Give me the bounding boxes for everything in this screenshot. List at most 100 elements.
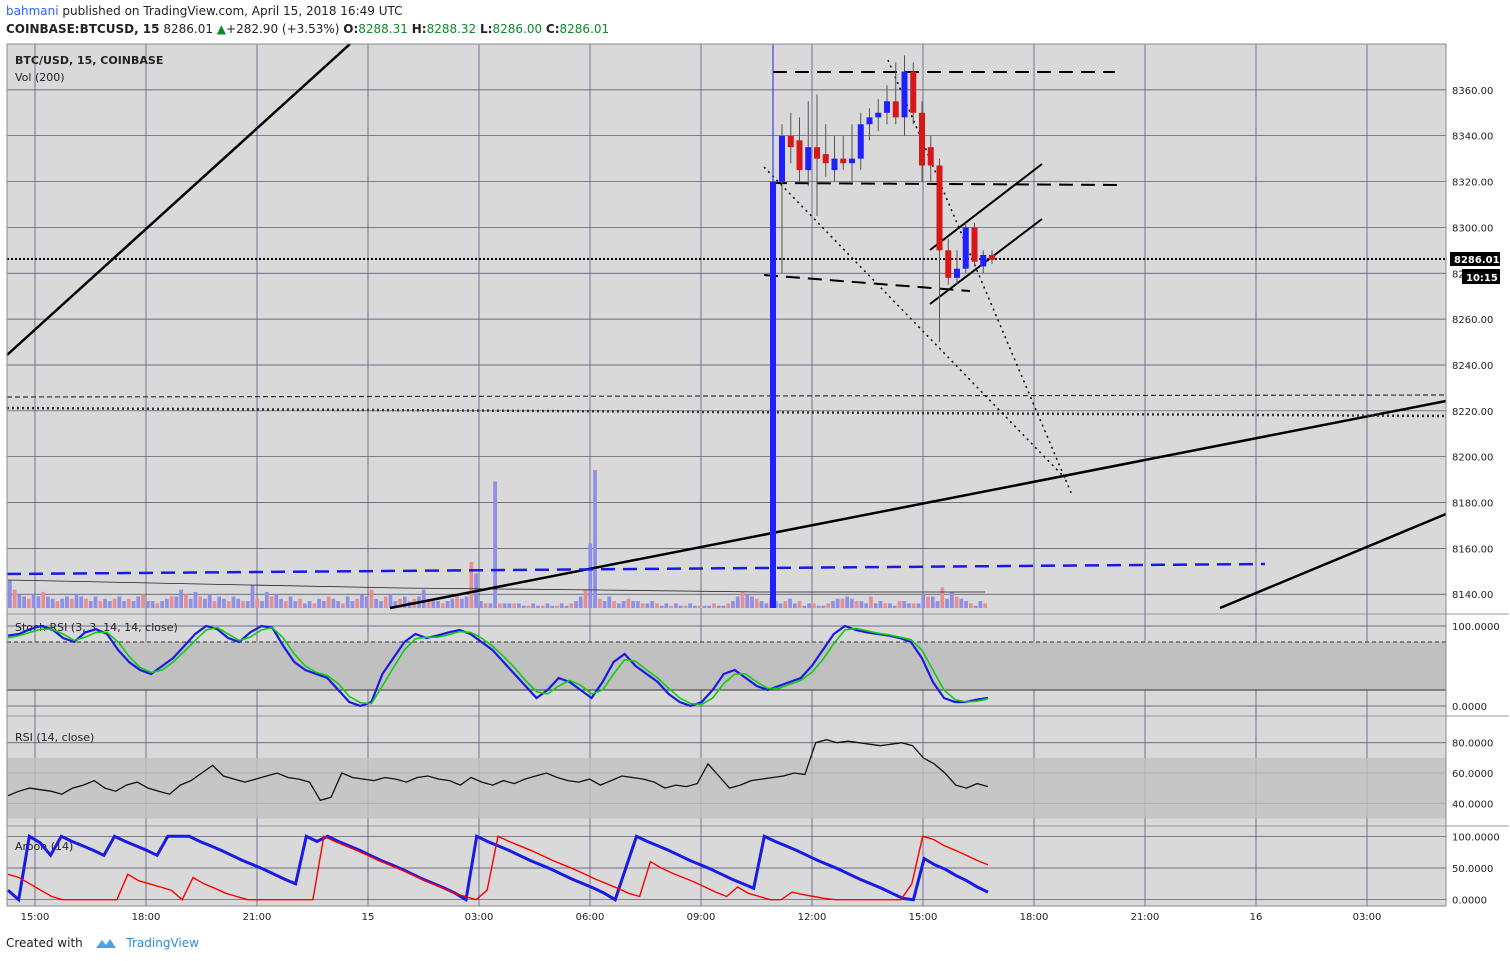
volume-title: Vol (200) <box>15 71 65 84</box>
volume-bar <box>616 603 621 608</box>
x-tick-label: 18:00 <box>1020 912 1049 923</box>
volume-bar <box>8 580 12 608</box>
volume-bar <box>845 596 850 608</box>
volume-bar <box>402 596 407 608</box>
countdown-badge-text: 10:15 <box>1466 273 1498 284</box>
x-tick-label: 03:00 <box>465 912 494 923</box>
volume-bar <box>283 601 288 608</box>
x-tick-label: 09:00 <box>687 912 716 923</box>
volume-bar <box>331 598 336 608</box>
stoch-d-line <box>7 626 989 706</box>
volume-bar <box>968 603 973 608</box>
volume-bar <box>312 603 317 608</box>
volume-bar <box>79 596 84 608</box>
volume-bar <box>797 601 802 608</box>
volume-bar <box>731 601 735 608</box>
price-change: +282.90 (+3.53%) <box>226 22 340 36</box>
volume-bar <box>559 603 564 608</box>
open-label: O: <box>343 22 359 36</box>
volume-bar <box>431 601 436 608</box>
rsi-line <box>7 739 989 802</box>
candle-body <box>927 147 934 166</box>
volume-bar <box>136 596 141 608</box>
tradingview-link[interactable]: TradingView <box>126 936 199 950</box>
candle-body <box>884 101 890 113</box>
volume-bar <box>664 603 669 608</box>
volume-bar <box>626 598 631 608</box>
candle-body <box>945 250 952 278</box>
volume-bar <box>726 603 731 608</box>
volume-bar <box>635 601 640 608</box>
volume-bar <box>93 596 98 608</box>
y-tick-label: 8360.00 <box>1452 86 1493 97</box>
volume-bar <box>141 594 145 608</box>
volume-bar <box>826 603 831 608</box>
volume-bar <box>621 601 626 608</box>
candle-body <box>919 112 925 166</box>
volume-bar <box>236 598 241 608</box>
volume-bar <box>607 596 612 608</box>
volume-bar <box>379 601 383 608</box>
volume-bar <box>131 601 136 608</box>
volume-bar <box>478 601 483 608</box>
volume-bar <box>269 596 274 608</box>
volume-bar <box>835 598 840 608</box>
dotted-wedge-line <box>763 166 1066 479</box>
candle-body <box>875 112 882 118</box>
x-tick-label: 18:00 <box>132 912 161 923</box>
volume-bar <box>46 596 50 608</box>
volume-bar <box>816 605 821 608</box>
volume-bar <box>245 601 250 608</box>
candle-body <box>814 147 820 159</box>
volume-bar <box>740 591 745 608</box>
x-tick-label: 03:00 <box>1353 912 1382 923</box>
volume-bar <box>911 603 916 608</box>
volume-bar <box>821 605 826 608</box>
volume-bar <box>674 603 678 608</box>
volume-bar <box>374 598 379 608</box>
volume-bar <box>940 587 945 608</box>
author-link[interactable]: bahmani <box>6 4 59 18</box>
last-price-badge-text: 8286.01 <box>1454 255 1500 266</box>
volume-bar <box>902 601 907 608</box>
volume-bar <box>935 601 940 608</box>
volume-bar <box>983 603 987 608</box>
volume-bar <box>255 598 260 608</box>
volume-bar <box>440 603 445 608</box>
volume-bar <box>184 594 188 608</box>
volume-bar <box>973 605 978 608</box>
low-value: 8286.00 <box>492 22 543 36</box>
y-tick-label: 8300.00 <box>1452 223 1493 234</box>
volume-bar <box>859 601 864 608</box>
volume-bar <box>326 596 331 608</box>
x-tick-label: 06:00 <box>576 912 605 923</box>
published-text: published on TradingView.com, April 15, … <box>62 4 403 18</box>
volume-bar <box>117 596 122 608</box>
volume-bar <box>360 594 364 608</box>
volume-bar <box>36 596 41 608</box>
candle-body <box>779 135 785 182</box>
volume-bar <box>65 596 69 608</box>
x-tick-label: 15:00 <box>909 912 938 923</box>
volume-bar <box>355 598 360 608</box>
candle-body <box>936 165 943 251</box>
volume-bar <box>369 589 374 608</box>
stoch-band <box>7 642 1446 690</box>
volume-bar <box>721 605 726 608</box>
volume-bar <box>507 603 512 608</box>
y-tick-label: 50.0000 <box>1452 864 1493 875</box>
volume-bar <box>631 601 635 608</box>
tradingview-logo-icon <box>95 939 116 948</box>
volume-bar <box>650 601 654 608</box>
volume-bar <box>873 603 878 608</box>
volume-bar <box>17 594 22 608</box>
volume-bar <box>869 596 873 608</box>
volume-bar <box>488 603 493 608</box>
time-scale-background <box>7 906 1509 926</box>
volume-bar <box>169 596 174 608</box>
volume-bar <box>336 601 341 608</box>
volume-bar <box>540 605 545 608</box>
volume-bar <box>250 585 255 608</box>
volume-bar <box>60 598 65 608</box>
